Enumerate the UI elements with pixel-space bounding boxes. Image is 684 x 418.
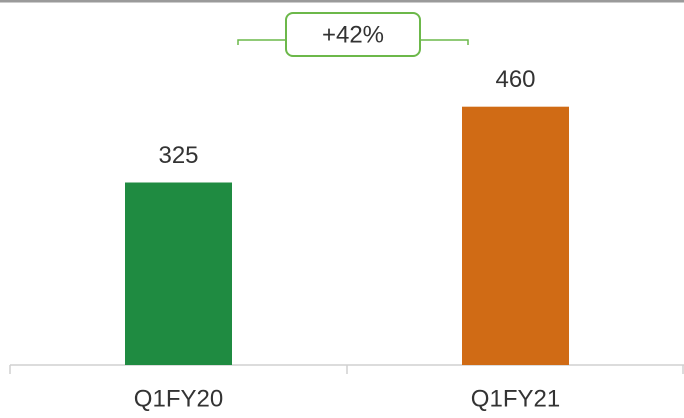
bar — [462, 106, 569, 365]
value-label: 325 — [158, 142, 198, 169]
x-tick-label: Q1FY21 — [471, 385, 560, 412]
annotation-bracket — [420, 39, 469, 45]
growth-annotation: +42% — [237, 12, 469, 57]
x-tick-label: Q1FY20 — [134, 385, 223, 412]
bar — [125, 182, 232, 365]
annotation-bracket — [237, 39, 286, 45]
annotation-box — [285, 12, 421, 57]
value-label: 460 — [495, 66, 535, 93]
annotation-text: +42% — [322, 21, 384, 48]
